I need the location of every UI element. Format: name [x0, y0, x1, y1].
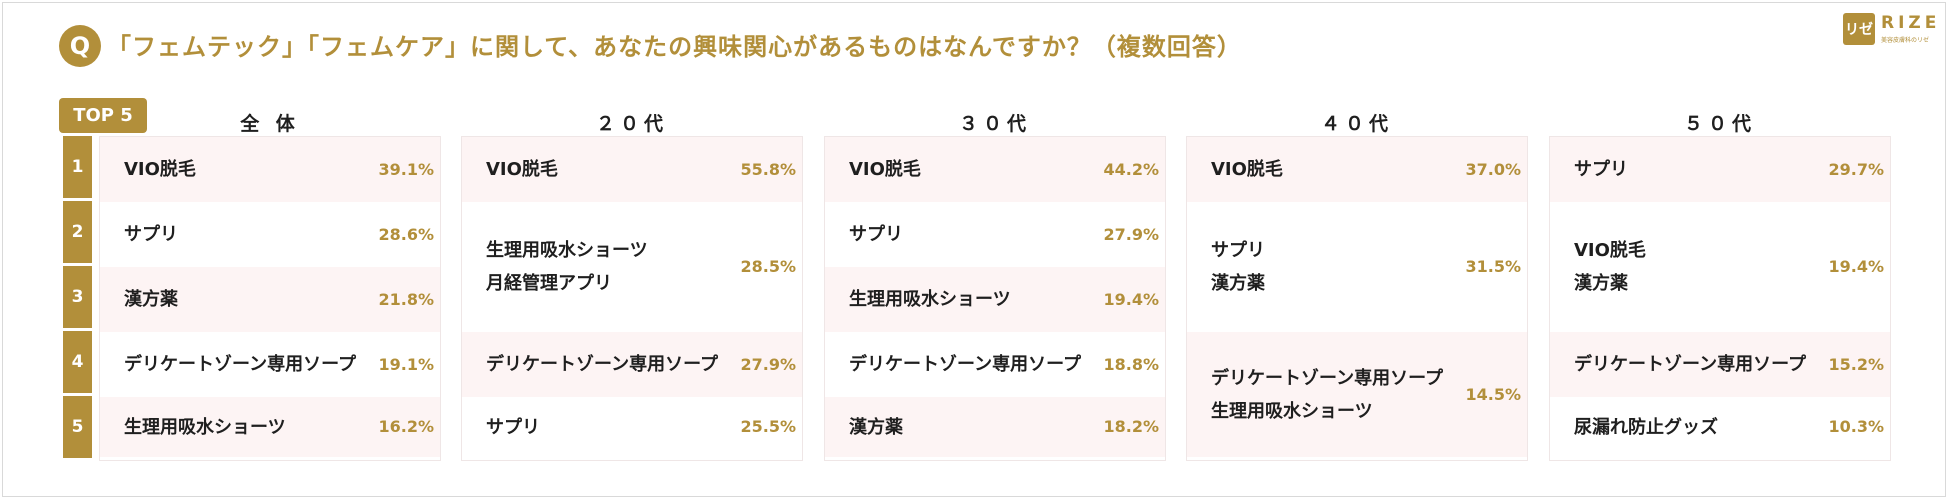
logo-wordmark: RIZE	[1881, 13, 1941, 33]
item-label: デリケートゾーン専用ソープ	[124, 354, 357, 375]
item-label: VIO脱毛	[1574, 240, 1646, 261]
ranking-item: VIO脱毛 44.2%	[825, 137, 1165, 202]
ranking-item: サプリ 25.5%	[462, 397, 802, 457]
item-label: 月経管理アプリ	[486, 273, 612, 294]
item-value: 14.5%	[1465, 385, 1521, 404]
item-label: VIO脱毛	[124, 159, 196, 180]
ranking-item: VIO脱毛 39.1%	[100, 137, 440, 202]
item-label: 尿漏れ防止グッズ	[1574, 417, 1718, 438]
item-value: 10.3%	[1828, 417, 1884, 436]
item-value: 19.4%	[1103, 290, 1159, 309]
item-label: 生理用吸水ショーツ	[124, 417, 286, 438]
item-label: デリケートゾーン専用ソープ	[849, 354, 1082, 375]
item-label: VIO脱毛	[1211, 159, 1283, 180]
rank-2: 2	[63, 201, 92, 263]
item-label: 生理用吸水ショーツ	[1211, 401, 1373, 422]
item-value: 18.2%	[1103, 417, 1159, 436]
item-value: 16.2%	[378, 417, 434, 436]
item-label: 生理用吸水ショーツ	[486, 240, 648, 261]
ranking-item: 生理用吸水ショーツ 月経管理アプリ 28.5%	[462, 202, 802, 332]
column-body: VIO脱毛 37.0% サプリ漢方薬 31.5% デリケートゾーン専用ソープ 生理用吸水シ…	[1186, 136, 1528, 461]
column-body: サプリ 29.7% VIO脱毛漢方薬 19.4% デリケートゾーン専用ソープ 15.2% 尿…	[1549, 136, 1891, 461]
column-body: VIO脱毛 39.1% サプリ 28.6% 漢方薬 21.8% デリケートゾーン専用ソープ 1…	[99, 136, 441, 461]
item-value: 39.1%	[378, 160, 434, 179]
ranking-item: 生理用吸水ショーツ 19.4%	[825, 267, 1165, 332]
item-value: 15.2%	[1828, 355, 1884, 374]
item-value: 27.9%	[740, 355, 796, 374]
item-label: 漢方薬	[124, 289, 178, 310]
item-label: サプリ	[849, 224, 903, 245]
ranking-item: 尿漏れ防止グッズ 10.3%	[1550, 397, 1890, 457]
ranking-item: サプリ漢方薬 31.5%	[1187, 202, 1527, 332]
ranking-item: VIO脱毛 37.0%	[1187, 137, 1527, 202]
item-label: 漢方薬	[1574, 273, 1628, 294]
ranking-item: サプリ 29.7%	[1550, 137, 1890, 202]
rank-5: 5	[63, 396, 92, 458]
item-value: 18.8%	[1103, 355, 1159, 374]
item-value: 19.4%	[1828, 257, 1884, 276]
item-value: 25.5%	[740, 417, 796, 436]
question-title: 「フェムテック」「フェムケア」に関して、あなたの興味関心があるものはなんですか？…	[107, 33, 1242, 61]
column-body: VIO脱毛 55.8% 生理用吸水ショーツ 月経管理アプリ 28.5% デリケートゾーン専…	[461, 136, 803, 461]
item-value: 55.8%	[740, 160, 796, 179]
item-label: 漢方薬	[849, 417, 903, 438]
column-header: ５０代	[1683, 113, 1756, 135]
ranking-item: 漢方薬 18.2%	[825, 397, 1165, 457]
item-value: 29.7%	[1828, 160, 1884, 179]
item-label: デリケートゾーン専用ソープ	[1211, 368, 1444, 389]
column-header: ４０代	[1320, 113, 1393, 135]
ranking-item: 生理用吸水ショーツ 16.2%	[100, 397, 440, 457]
rank-3: 3	[63, 266, 92, 328]
item-value: 27.9%	[1103, 225, 1159, 244]
column-header: ２０代	[595, 113, 668, 135]
item-value: 37.0%	[1465, 160, 1521, 179]
ranking-item: サプリ 28.6%	[100, 202, 440, 267]
item-label: デリケートゾーン専用ソープ	[1574, 354, 1807, 375]
rank-4: 4	[63, 331, 92, 393]
ranking-item: サプリ 27.9%	[825, 202, 1165, 267]
item-label: 漢方薬	[1211, 273, 1265, 294]
ranking-item: VIO脱毛 55.8%	[462, 137, 802, 202]
top5-badge: TOP 5	[59, 98, 147, 133]
question-badge: Q	[59, 25, 101, 67]
ranking-item: デリケートゾーン専用ソープ 15.2%	[1550, 332, 1890, 397]
item-label: 生理用吸水ショーツ	[849, 289, 1011, 310]
item-value: 19.1%	[378, 355, 434, 374]
item-value: 31.5%	[1465, 257, 1521, 276]
logo-subtitle: 美容皮膚科のリゼ	[1881, 37, 1930, 44]
item-label: サプリ	[1574, 159, 1628, 180]
brand-logo: リゼ RIZE 美容皮膚科のリゼ	[1843, 13, 1943, 49]
ranking-item: 漢方薬 21.8%	[100, 267, 440, 332]
item-value: 44.2%	[1103, 160, 1159, 179]
logo-mark-icon: リゼ	[1843, 13, 1875, 45]
rank-1: 1	[63, 136, 92, 198]
item-label: サプリ	[486, 417, 540, 438]
column-body: VIO脱毛 44.2% サプリ 27.9% 生理用吸水ショーツ 19.4% デリケートゾーン…	[824, 136, 1166, 461]
column-header: 全 体	[240, 113, 300, 135]
item-label: サプリ	[124, 224, 178, 245]
item-value: 28.6%	[378, 225, 434, 244]
ranking-item: デリケートゾーン専用ソープ 18.8%	[825, 332, 1165, 397]
item-label: サプリ	[1211, 240, 1265, 261]
item-label: VIO脱毛	[486, 159, 558, 180]
column-header: ３０代	[958, 113, 1031, 135]
item-label: デリケートゾーン専用ソープ	[486, 354, 719, 375]
ranking-item: VIO脱毛漢方薬 19.4%	[1550, 202, 1890, 332]
ranking-item: デリケートゾーン専用ソープ 27.9%	[462, 332, 802, 397]
item-value: 28.5%	[740, 257, 796, 276]
ranking-item: デリケートゾーン専用ソープ 19.1%	[100, 332, 440, 397]
item-value: 21.8%	[378, 290, 434, 309]
item-label: VIO脱毛	[849, 159, 921, 180]
ranking-item: デリケートゾーン専用ソープ 生理用吸水ショーツ 14.5%	[1187, 332, 1527, 457]
